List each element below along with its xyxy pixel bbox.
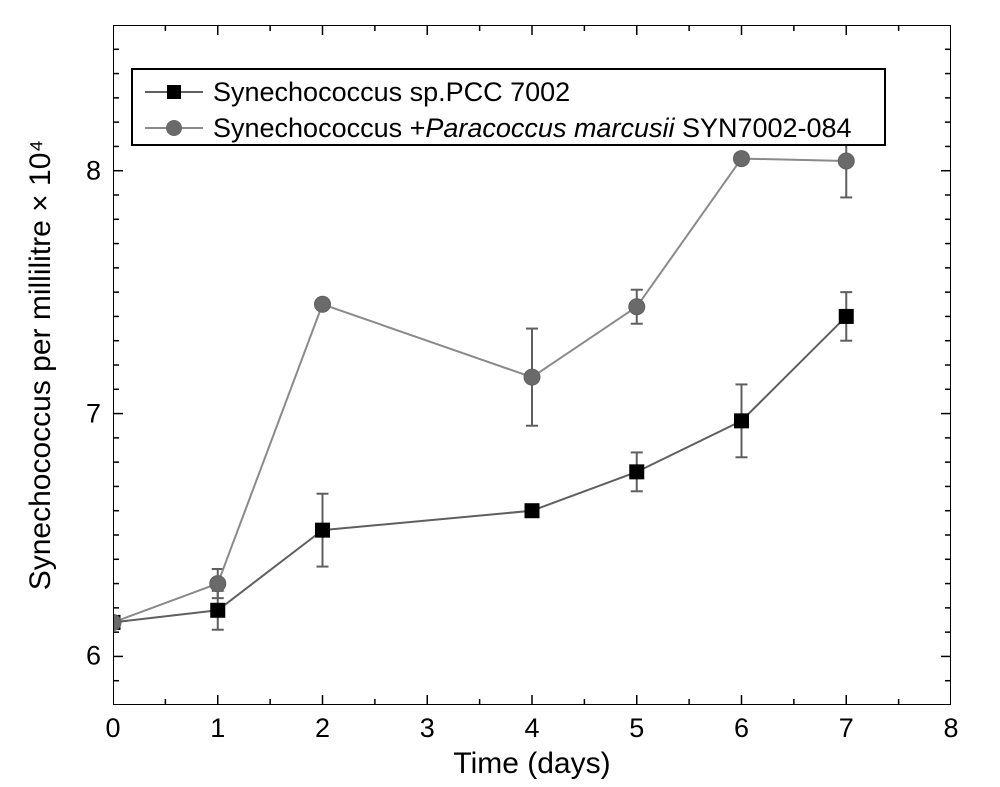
y-tick-label: 8	[86, 155, 101, 186]
figure: 0 1 2 3 4 5 6 7 8 6 7 8 Time (days) Synechococcus …	[0, 0, 1000, 787]
y-axis-label: Synechococcus per millilitre × 10⁴	[24, 140, 58, 591]
legend-item-synechococcus: Synechococcus sp.PCC 7002	[145, 74, 884, 110]
x-tick-label: 7	[839, 713, 854, 744]
legend-label: Synechococcus sp.PCC 7002	[213, 76, 570, 108]
circle-marker-icon	[166, 120, 182, 136]
x-tick-label: 2	[315, 713, 330, 744]
x-tick-label: 8	[943, 713, 958, 744]
x-tick-label: 0	[105, 713, 120, 744]
legend-swatch	[145, 117, 203, 139]
x-axis-label: Time (days)	[453, 747, 610, 781]
series-synechococcus_paracoccus	[113, 125, 854, 631]
legend-swatch	[145, 81, 203, 103]
y-tick-label: 6	[86, 641, 101, 672]
x-tick-label: 3	[420, 713, 435, 744]
legend-item-synechococcus_paracoccus: Synechococcus +Paracoccus marcusii SYN70…	[145, 110, 884, 146]
x-tick-label: 6	[734, 713, 749, 744]
legend: Synechococcus sp.PCC 7002 Synechococcus +…	[131, 68, 886, 146]
square-marker-icon	[167, 85, 181, 99]
y-tick-label: 7	[86, 398, 101, 429]
x-tick-label: 4	[524, 713, 539, 744]
x-tick-label: 5	[629, 713, 644, 744]
legend-label: Synechococcus +Paracoccus marcusii SYN70…	[213, 112, 852, 144]
x-tick-label: 1	[210, 713, 225, 744]
